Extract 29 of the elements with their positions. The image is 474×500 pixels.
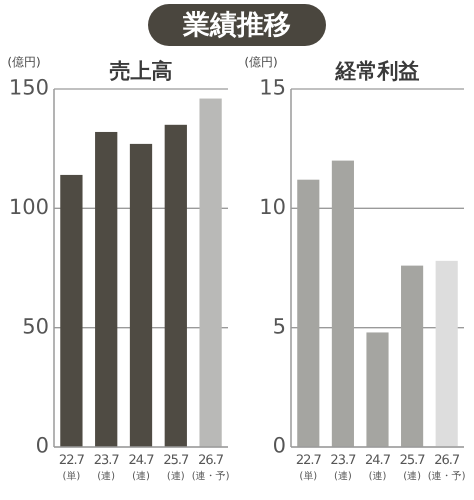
chart-title: 経常利益 bbox=[334, 59, 420, 83]
y-tick-label: 100 bbox=[8, 195, 49, 220]
y-tick-label: 150 bbox=[8, 76, 49, 100]
bar bbox=[436, 260, 458, 447]
x-tick-label: 23.7 (連) bbox=[330, 453, 356, 482]
x-tick-label: 24.7 (連) bbox=[128, 453, 154, 482]
y-tick-label: 0 bbox=[272, 434, 286, 458]
x-tick-label: 25.7 (連) bbox=[400, 453, 426, 482]
bar bbox=[60, 174, 83, 447]
bar bbox=[95, 132, 118, 447]
bar bbox=[164, 124, 187, 447]
bar bbox=[130, 144, 152, 447]
x-tick-label: 25.7 (連) bbox=[163, 453, 189, 482]
text: 業績推移 bbox=[182, 9, 291, 40]
chart-title: 売上高 bbox=[110, 59, 172, 83]
y-axis-title: (億円) bbox=[7, 55, 41, 69]
x-tick-label: 23.7 (連) bbox=[94, 453, 120, 482]
x-tick-label: 26.7 (連・予) bbox=[192, 453, 230, 482]
y-tick-label: 5 bbox=[272, 314, 286, 338]
y-tick-label: 15 bbox=[259, 76, 286, 100]
bar bbox=[199, 98, 222, 447]
y-axis-title: (億円) bbox=[244, 55, 278, 69]
y-tick-label: 50 bbox=[22, 314, 49, 338]
y-tick-label: 10 bbox=[259, 195, 286, 220]
y-tick-label: 0 bbox=[36, 434, 49, 458]
x-tick-label: 24.7 (連) bbox=[365, 453, 391, 482]
x-tick-label: 26.7 (連・予) bbox=[428, 453, 466, 482]
x-tick-label: 22.7 (単) bbox=[58, 453, 85, 482]
x-tick-label: 22.7 (単) bbox=[296, 453, 322, 482]
